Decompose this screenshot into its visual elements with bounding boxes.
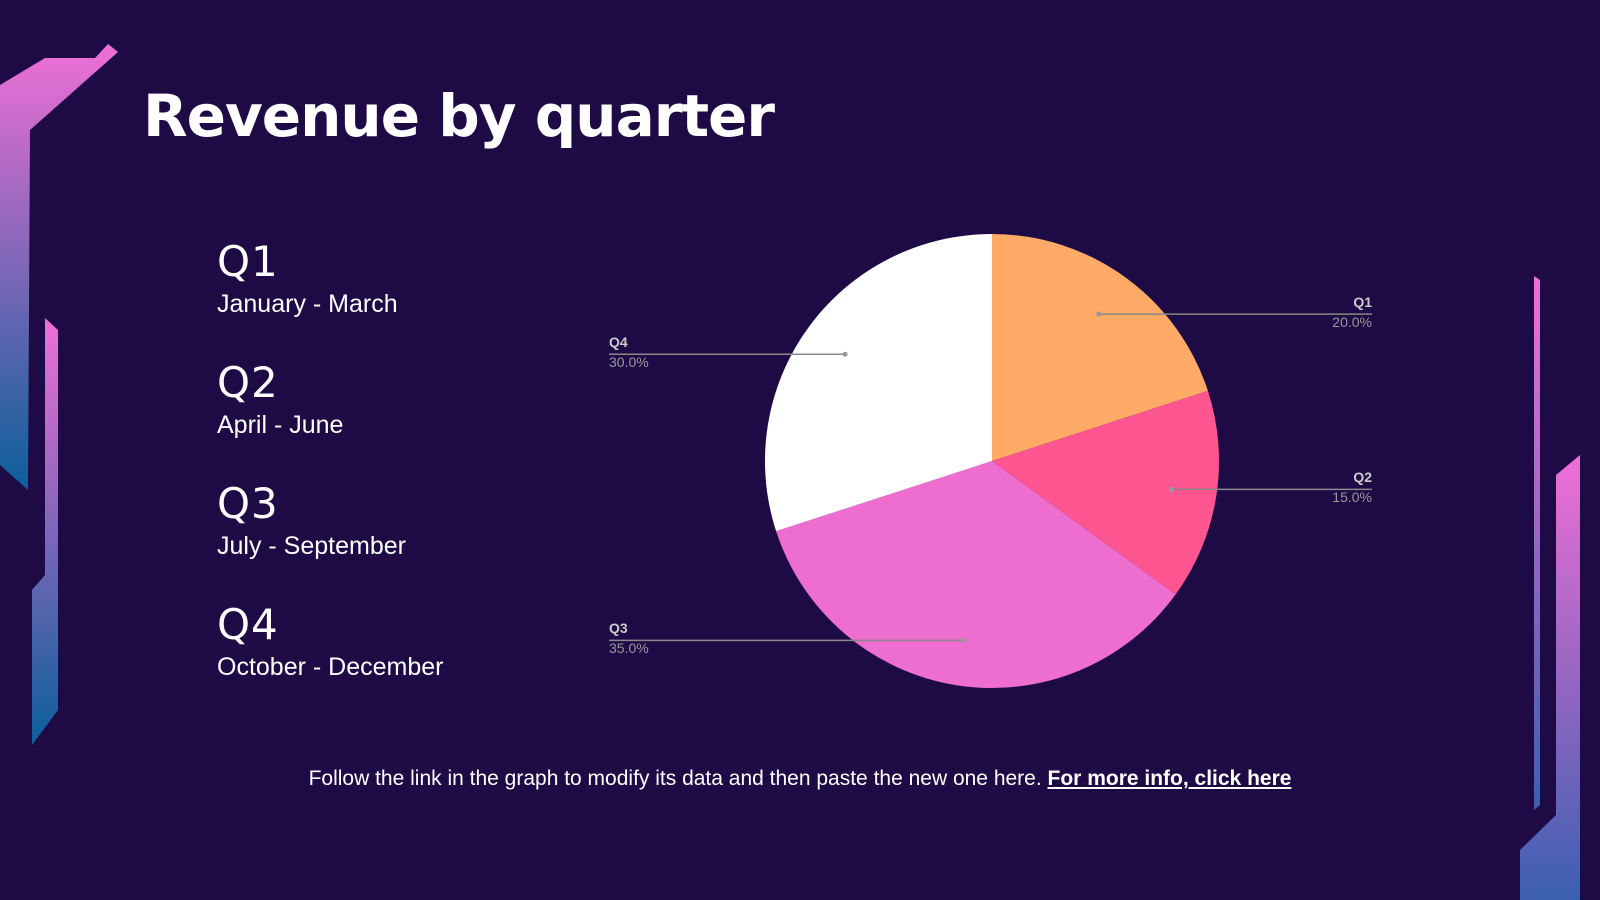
quarter-heading: Q4 bbox=[217, 600, 279, 649]
leader-dot bbox=[1168, 486, 1174, 492]
left-shape bbox=[0, 44, 118, 490]
quarter-months: October - December bbox=[217, 653, 444, 681]
slice-label: Q3 bbox=[609, 620, 628, 636]
info-link[interactable]: For more info, click here bbox=[1047, 767, 1292, 790]
slice-value: 20.0% bbox=[1332, 314, 1372, 330]
slice-value: 35.0% bbox=[609, 640, 649, 656]
right-bar bbox=[1520, 455, 1580, 900]
quarter-heading: Q1 bbox=[217, 237, 279, 286]
leader-dot bbox=[961, 637, 967, 643]
right-line bbox=[1534, 276, 1540, 810]
quarter-item: Q3 July - September bbox=[217, 480, 406, 561]
pie-slice bbox=[765, 234, 992, 532]
slice-label: Q1 bbox=[1353, 294, 1372, 310]
pie-slice bbox=[992, 390, 1219, 595]
left-bar bbox=[32, 318, 58, 745]
quarter-item: Q2 April - June bbox=[217, 359, 343, 440]
slice-value: 15.0% bbox=[1332, 489, 1372, 505]
slice-value: 30.0% bbox=[609, 354, 649, 370]
quarter-months: April - June bbox=[217, 411, 344, 439]
quarter-months: January - March bbox=[217, 290, 398, 318]
leader-dot bbox=[842, 351, 848, 357]
footer: Follow the link in the graph to modify i… bbox=[0, 767, 1600, 791]
quarter-heading: Q2 bbox=[217, 358, 279, 407]
quarter-heading: Q3 bbox=[217, 479, 279, 528]
footer-text: Follow the link in the graph to modify i… bbox=[308, 767, 1042, 790]
quarter-item: Q4 October - December bbox=[217, 601, 443, 682]
leader-dot bbox=[1096, 311, 1102, 317]
quarter-item: Q1 January - March bbox=[217, 238, 398, 319]
title: Revenue by quarter bbox=[143, 82, 775, 150]
slice-label: Q4 bbox=[609, 334, 628, 350]
pie-slice bbox=[776, 461, 1176, 688]
slice-label: Q2 bbox=[1353, 469, 1372, 485]
quarter-months: July - September bbox=[217, 532, 406, 560]
pie-slice bbox=[992, 234, 1208, 461]
